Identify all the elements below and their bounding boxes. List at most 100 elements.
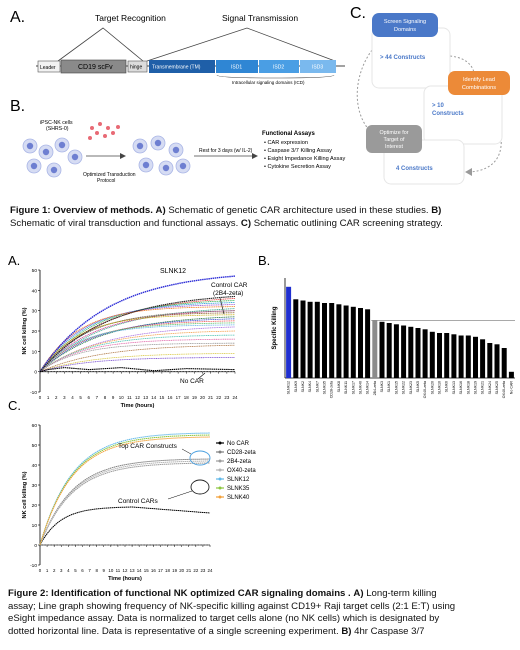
- chart-a-y-tick-label: 0: [34, 370, 37, 376]
- chart-c-x-tick-label: 15: [144, 568, 149, 573]
- screen-domains-title-2: Domains: [394, 27, 416, 33]
- chart-b-bar: [480, 339, 486, 379]
- control-cars-annotation: Control CARs: [118, 498, 158, 505]
- chart-a-series-line: [39, 357, 236, 373]
- chart-a-series-line: [39, 318, 236, 372]
- figure1-caption-a-text: Schematic of genetic CAR architecture us…: [168, 205, 429, 216]
- chart-a-series-control-car-2b4-zeta-: [39, 295, 236, 373]
- chart-c-x-axis-label: Time (hours): [108, 576, 142, 582]
- chart-c-series-cd28-zeta: [39, 458, 211, 546]
- chart-b-category-label: SLNK18: [466, 381, 470, 394]
- chart-c-x-tick-label: 8: [95, 568, 98, 573]
- chart-b-bar: [487, 343, 493, 378]
- chart-a-x-tick-label: 1: [47, 395, 50, 400]
- chart-b-category-label: SLNK10: [438, 381, 442, 394]
- leader-segment: [37, 60, 61, 73]
- legend-label: 2B4-zeta: [227, 459, 252, 465]
- chart-b-category-label: SLNK1: [387, 381, 391, 392]
- legend-marker: [218, 477, 222, 481]
- legend-marker: [218, 441, 222, 445]
- chart-a-x-tick-label: 13: [143, 395, 148, 400]
- chart-b-bar: [322, 303, 327, 378]
- chart-a-x-tick-label: 6: [88, 395, 91, 400]
- chart-a-x-tick-label: 12: [135, 395, 140, 400]
- figure2-caption-text-5: 4hr Caspase 3/7: [354, 625, 425, 637]
- chart-b-category-label: SLNK15: [394, 381, 398, 394]
- optimize-target-title-2: Target of: [384, 137, 405, 143]
- chart-b-bar: [429, 331, 435, 379]
- chart-c-x-tick-label: 24: [208, 568, 213, 573]
- figure1-schematic: A. Target Recognition Signal Transmissio…: [10, 5, 510, 185]
- chart-b-bar: [444, 333, 450, 378]
- chart-a-series-line: [39, 314, 236, 372]
- chart-a-y-tick-label: 50: [32, 268, 38, 274]
- figure2-caption: Figure 2: Identification of functional N…: [8, 588, 514, 638]
- optimize-target-count: 4 Constructs: [396, 166, 433, 172]
- chart-b-bar: [343, 305, 349, 378]
- chart-a-x-tick-label: 4: [71, 395, 74, 400]
- target-recognition-label: Target Recognition: [95, 13, 166, 23]
- figure2-caption-text-1: Long-term killing: [366, 588, 437, 599]
- chart-a-x-tick-label: 21: [208, 395, 213, 400]
- assay-item-3: • Esight Impedance Killing Assay: [264, 156, 345, 162]
- chart-c-y-tick-label: 0: [34, 543, 37, 549]
- transduction-label-1: Optimized Transduction: [83, 172, 136, 178]
- transmembrane-segment: [149, 60, 215, 73]
- chart-b-bar: [372, 320, 378, 378]
- chart-b-category-label: SLNK4: [308, 381, 312, 392]
- chart-a-y-tick-label: 40: [32, 288, 38, 294]
- chart-a-x-tick-label: 0: [39, 395, 42, 400]
- legend-marker: [218, 450, 222, 454]
- rest-label: Rest for 3 days (w/ IL-2): [199, 148, 253, 154]
- assay-item-1: • CAR expression: [264, 140, 308, 146]
- chart-b-bar: [293, 299, 299, 379]
- chart-b-bar: [365, 309, 371, 379]
- chart-a-x-tick-label: 2: [55, 395, 58, 400]
- chart-a-x-tick-label: 24: [233, 395, 238, 400]
- isd1-label: ISD1: [231, 65, 242, 71]
- chart-b-category-label: SLNK8: [337, 381, 341, 392]
- chart-c-series-ox40-zeta: [39, 460, 210, 546]
- chart-b-category-label: SLNK40: [359, 381, 363, 394]
- chart-c-legend: No CAR CD28-zeta 2B4-zeta OX40-zeta SLNK12 SL…: [216, 441, 256, 501]
- chart-b-bar: [408, 326, 414, 379]
- chart-b-category-label: SLNK7: [315, 381, 319, 392]
- chart-b-bar: [501, 348, 507, 378]
- legend-label: OX40-zeta: [227, 468, 256, 474]
- chart-c-x-tick-label: 21: [186, 568, 191, 573]
- chart-c-x-tick-label: 2: [53, 568, 56, 573]
- lead-combinations-title-1: Identify Lead: [463, 77, 495, 83]
- control-car-annotation-2: (2B4-zeta): [213, 290, 243, 297]
- chart-a-x-tick-label: 14: [151, 395, 156, 400]
- chart-c-x-tick-label: 11: [116, 568, 121, 573]
- chart-a-x-tick-label: 17: [176, 395, 181, 400]
- chart-b-category-label: SLNK9: [294, 381, 298, 392]
- chart-c-x-tick-label: 17: [158, 568, 163, 573]
- chart-b-bar: [494, 344, 500, 379]
- target-recognition-bracket: [57, 27, 144, 62]
- chart-a-x-tick-label: 19: [192, 395, 197, 400]
- isd1-segment: [216, 60, 258, 73]
- chart-b-bar: [401, 325, 407, 378]
- chart-c-y-tick-label: 30: [32, 483, 38, 489]
- chart-a-y-tick-label: 10: [32, 349, 38, 355]
- chart-b-bar: [336, 304, 342, 379]
- control-car-annotation-1: Control CAR: [211, 282, 248, 289]
- chart-b-category-label: SLNK12: [287, 381, 291, 394]
- chart-a-y-tick-label: 20: [32, 329, 38, 335]
- chart-c-x-tick-label: 1: [46, 568, 49, 573]
- chart-a-series-line: [39, 334, 235, 373]
- figure1-caption: Figure 1: Overview of methods. A) Schema…: [10, 205, 515, 230]
- cd19-scfv-segment: [60, 59, 127, 74]
- isd2-segment: [259, 60, 299, 73]
- chart-b-y-axis-label: Specific Killing: [272, 306, 278, 349]
- fig2-panel-a-letter: A.: [8, 253, 20, 268]
- no-car-annotation: No CAR: [180, 378, 204, 385]
- chart-c-y-tick-label: -10: [30, 563, 37, 569]
- chart-b-bar: [465, 335, 471, 378]
- fig1-panel-b-letter: B.: [10, 98, 25, 115]
- chart-b-bar: [358, 308, 363, 378]
- chart-c-x-tick-label: 5: [74, 568, 77, 573]
- lead-combinations-count-2: Constructs: [432, 111, 464, 117]
- chart-a-x-tick-label: 15: [159, 395, 164, 400]
